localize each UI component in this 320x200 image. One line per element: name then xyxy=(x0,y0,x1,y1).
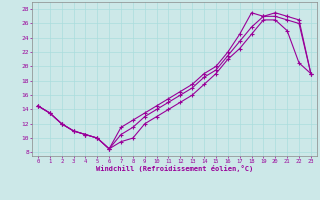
X-axis label: Windchill (Refroidissement éolien,°C): Windchill (Refroidissement éolien,°C) xyxy=(96,165,253,172)
